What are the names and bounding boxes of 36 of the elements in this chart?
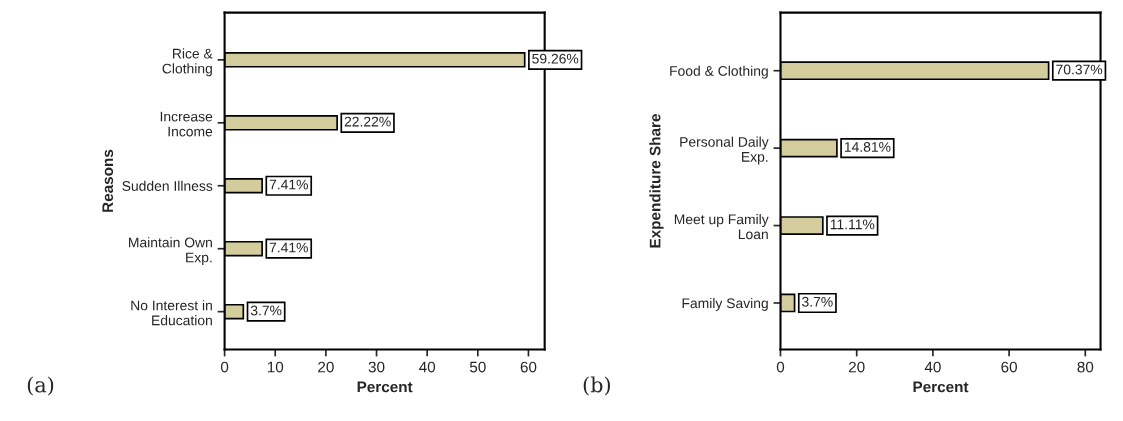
y-tick-label: No Interest in Education (131, 300, 212, 326)
data-label: 11.11% (830, 219, 875, 230)
y-tick-label: Rice & Clothing (162, 48, 213, 77)
text: (a) (27, 376, 54, 396)
x-tick-label: 60 (520, 361, 537, 373)
text: (b) (583, 376, 610, 396)
x-tick-label: 20 (318, 361, 334, 373)
x-tick-label: 60 (1001, 361, 1017, 373)
y-tick-label: Family Saving (682, 297, 768, 311)
x-tick-label: 0 (220, 361, 229, 373)
x-tick-label: 30 (368, 361, 385, 373)
y-tick-label: Sudden Illness (122, 180, 213, 191)
x-tick-label: 0 (776, 361, 785, 373)
x-axis-title: Percent (913, 381, 969, 393)
y-tick-label: Maintain Own Exp. (129, 237, 212, 266)
x-axis-title: Percent (357, 381, 413, 393)
y-axis-title: Expenditure Share (649, 114, 664, 248)
x-tick-label: 40 (419, 361, 436, 373)
data-label: 3.7% (802, 296, 833, 307)
data-label: 59.26% (532, 53, 579, 64)
y-tick-label: Food & Clothing (670, 65, 768, 79)
data-label: 14.81% (844, 142, 891, 152)
x-tick-label: 80 (1077, 361, 1094, 373)
data-label: 3.7% (250, 305, 282, 316)
x-tick-label: 10 (267, 361, 284, 373)
data-label: 70.37% (1056, 64, 1103, 75)
y-tick-label: Meet up Family Loan (674, 214, 769, 240)
y-tick-label: Personal Daily Exp. (680, 136, 769, 165)
y-tick-label: Increase Income (160, 111, 213, 137)
data-label: 7.41% (269, 242, 308, 253)
data-label: 7.41% (269, 179, 308, 190)
data-label: 22.22% (344, 116, 391, 127)
x-tick-label: 50 (469, 361, 486, 373)
x-tick-label: 40 (924, 361, 941, 373)
x-tick-label: 20 (848, 361, 865, 373)
y-axis-title: Reasons (102, 149, 114, 212)
